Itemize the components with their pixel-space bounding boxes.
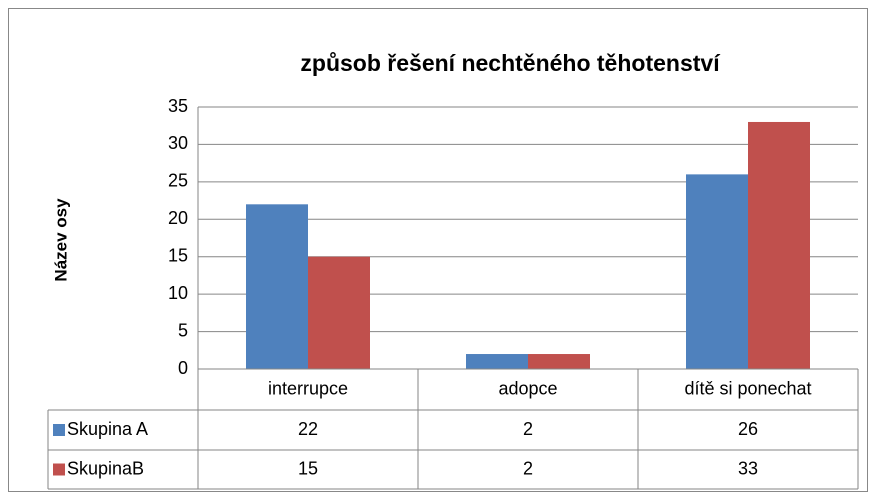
x-tick-label: adopce bbox=[498, 378, 557, 398]
y-axis-title: Název osy bbox=[51, 198, 70, 282]
x-tick-label: dítě si ponechat bbox=[684, 378, 811, 398]
y-tick-label: 25 bbox=[168, 171, 188, 191]
table-value: 2 bbox=[523, 419, 533, 439]
table-value: 2 bbox=[523, 458, 533, 478]
y-tick-label: 0 bbox=[178, 358, 188, 378]
table-value: 15 bbox=[298, 458, 318, 478]
y-tick-label: 15 bbox=[168, 245, 188, 265]
bar bbox=[308, 256, 370, 369]
legend-label: SkupinaB bbox=[67, 458, 144, 478]
chart-title: způsob řešení nechtěného těhotenství bbox=[300, 50, 721, 76]
table-value: 33 bbox=[738, 458, 758, 478]
y-tick-label: 35 bbox=[168, 96, 188, 116]
y-tick-label: 20 bbox=[168, 208, 188, 228]
bar bbox=[748, 121, 810, 369]
y-tick-label: 30 bbox=[168, 133, 188, 153]
bar bbox=[466, 354, 528, 369]
bar bbox=[686, 174, 748, 369]
legend-swatch bbox=[53, 424, 65, 436]
y-tick-label: 10 bbox=[168, 283, 188, 303]
table-value: 26 bbox=[738, 419, 758, 439]
bar bbox=[528, 354, 590, 369]
table-value: 22 bbox=[298, 419, 318, 439]
legend-label: Skupina A bbox=[67, 419, 148, 439]
legend-swatch bbox=[53, 463, 65, 476]
bar bbox=[246, 204, 308, 369]
x-tick-label: interrupce bbox=[268, 378, 348, 398]
y-tick-label: 5 bbox=[178, 320, 188, 340]
